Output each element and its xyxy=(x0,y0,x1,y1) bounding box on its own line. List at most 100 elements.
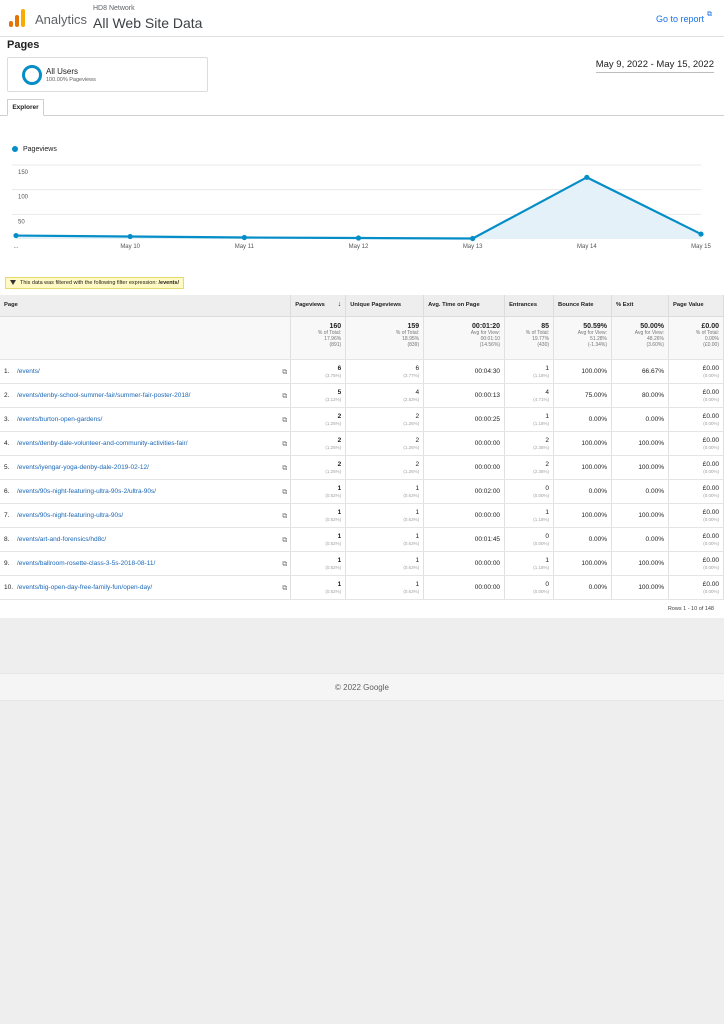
metric-value: 1 xyxy=(545,556,550,564)
segment-chip[interactable]: All Users 100.00% Pageviews xyxy=(7,57,208,92)
filter-expression: /events/ xyxy=(158,280,179,286)
metric-value: 6 xyxy=(337,364,342,372)
app-header: Analytics HD8 Network All Web Site Data … xyxy=(0,0,724,37)
total-detail: 48.26% xyxy=(647,335,664,342)
open-page-icon[interactable]: ⧉ xyxy=(282,464,288,472)
metric-value: 0 xyxy=(545,532,550,540)
metric-value: £0.00 xyxy=(702,484,719,492)
open-page-icon[interactable]: ⧉ xyxy=(282,392,288,400)
metric-value: £0.00 xyxy=(702,532,719,540)
metric-value: 1 xyxy=(415,580,420,588)
open-page-icon[interactable]: ⧉ xyxy=(282,488,288,496)
page-link[interactable]: /events/art-and-forensics/hd8c/ xyxy=(17,535,107,543)
brand-name: Analytics xyxy=(35,12,88,27)
total-cell: 50.59% Avg for View: 51.28% (-1.34%) xyxy=(553,316,613,360)
metric-value: 00:00:00 xyxy=(474,439,501,447)
total-cell: 00:01:20 Avg for View: 00:01:10 (14.56%) xyxy=(423,316,506,360)
metric-percent: (0.00%) xyxy=(533,588,550,594)
page-link[interactable]: /events/denby-school-summer-fair/summer-… xyxy=(17,391,191,399)
metric-value: 100.00% xyxy=(638,559,664,567)
metric-cell: 100.00% xyxy=(553,503,613,528)
row-index: 8. xyxy=(4,535,10,543)
column-header-4[interactable]: Entrances xyxy=(504,295,555,317)
page-cell: 6. /events/90s-night-featuring-ultra-90s-… xyxy=(0,479,292,504)
y-tick-label: 50 xyxy=(18,219,25,225)
column-header-7[interactable]: Page Value xyxy=(668,295,724,317)
open-page-icon[interactable]: ⧉ xyxy=(282,512,288,520)
page-link[interactable]: /events/90s-night-featuring-ultra-90s-2/… xyxy=(17,487,157,495)
metric-cell: £0.00 (0.00%) xyxy=(668,455,724,480)
metric-cell: 1 (0.62%) xyxy=(290,503,347,528)
totals-label-cell xyxy=(0,316,292,360)
total-cell: 50.00% Avg for View: 48.26% (3.60%) xyxy=(611,316,669,360)
open-page-icon[interactable]: ⧉ xyxy=(282,368,288,376)
metric-cell: £0.00 (0.00%) xyxy=(668,527,724,552)
open-page-icon[interactable]: ⧉ xyxy=(282,416,288,424)
page-link[interactable]: /events/90s-night-featuring-ultra-90s/ xyxy=(17,511,124,519)
date-range-picker[interactable]: May 9, 2022 - May 15, 2022 xyxy=(595,59,714,73)
metric-value: 00:00:00 xyxy=(474,511,501,519)
page-cell: 5. /events/iyengar-yoga-denby-dale-2019-0… xyxy=(0,455,292,480)
metric-percent: (1.18%) xyxy=(533,372,550,378)
metric-value: 0.00% xyxy=(645,415,664,423)
metric-value: 100.00% xyxy=(638,583,664,591)
metric-percent: (0.00%) xyxy=(703,588,719,594)
metric-cell: 1 (0.63%) xyxy=(345,575,425,600)
page-link[interactable]: /events/burton-open-gardens/ xyxy=(17,415,103,423)
metric-value: 0.00% xyxy=(645,535,664,543)
metric-value: 2 xyxy=(415,460,420,468)
metric-cell: 6 (3.75%) xyxy=(290,359,347,384)
metric-cell: 100.00% xyxy=(553,551,613,576)
total-detail: 00:01:10 xyxy=(480,335,501,342)
column-header-5[interactable]: Bounce Rate xyxy=(553,295,613,317)
metric-value: £0.00 xyxy=(702,556,719,564)
open-page-icon[interactable]: ⧉ xyxy=(282,584,288,592)
open-page-icon[interactable]: ⧉ xyxy=(282,440,288,448)
metric-value: 2 xyxy=(545,460,550,468)
table-row: 1./events/⧉ 6 (3.75%) 6 (3.77%) 00:04:30 1 (1.1… xyxy=(0,359,724,384)
page-cell: 7. /events/90s-night-featuring-ultra-90s/… xyxy=(0,503,292,528)
column-header-6[interactable]: % Exit xyxy=(611,295,669,317)
metric-percent: (0.00%) xyxy=(703,516,719,522)
metric-cell: 00:00:00 xyxy=(423,503,506,528)
total-detail: 0.00% xyxy=(704,335,719,342)
column-header-2[interactable]: Unique Pageviews xyxy=(345,295,425,317)
column-header-3[interactable]: Avg. Time on Page xyxy=(423,295,506,317)
metric-value: 1 xyxy=(545,364,550,372)
legend-label: Pageviews xyxy=(23,146,57,153)
metric-cell: 00:00:00 xyxy=(423,551,506,576)
tab-explorer[interactable]: Explorer xyxy=(7,99,44,116)
open-page-icon[interactable]: ⧉ xyxy=(282,560,288,568)
table-row: 3./events/burton-open-gardens/⧉ 2 (1.25%) 2… xyxy=(0,407,724,432)
page-link[interactable]: /events/ xyxy=(17,367,40,375)
metric-cell: 1 (0.63%) xyxy=(345,551,425,576)
property-name[interactable]: All Web Site Data xyxy=(93,15,203,31)
row-index: 6. xyxy=(4,487,10,495)
page-link[interactable]: /events/big-open-day-free-family-fun/ope… xyxy=(17,583,153,591)
metric-value: 1 xyxy=(337,484,342,492)
total-detail: (891) xyxy=(329,341,342,348)
metric-cell: 00:00:00 xyxy=(423,431,506,456)
column-header-1[interactable]: Pageviews ↓ xyxy=(290,295,347,317)
metric-cell: 00:04:30 xyxy=(423,359,506,384)
sort-desc-icon[interactable]: ↓ xyxy=(337,301,342,308)
go-to-report-link[interactable]: Go to report xyxy=(655,14,704,24)
metric-value: 100.00% xyxy=(581,559,608,567)
data-point xyxy=(13,232,19,239)
metric-percent: (1.18%) xyxy=(533,420,550,426)
open-page-icon[interactable]: ⧉ xyxy=(282,536,288,544)
total-cell: 160% of Total: 17.96% (891) xyxy=(290,316,347,360)
external-link-icon[interactable]: ⧉ xyxy=(707,11,712,18)
metric-cell: 2 (1.26%) xyxy=(345,431,425,456)
table-header-row: Page Pageviews ↓ Unique Pageviews Avg. Time … xyxy=(0,295,724,317)
page-link[interactable]: /events/ballroom-rosette-class-3-5s-2018… xyxy=(17,559,156,567)
page-link[interactable]: /events/denby-dale-volunteer-and-communi… xyxy=(17,439,188,447)
pageviews-chart: 150 100 50... May 10 May 11 May 12 May 13 May 1… xyxy=(12,164,711,250)
page-link[interactable]: /events/iyengar-yoga-denby-dale-2019-02-… xyxy=(17,463,149,471)
metric-value: 00:00:25 xyxy=(474,415,501,423)
x-tick-label: May 14 xyxy=(577,244,597,250)
column-header-0[interactable]: Page xyxy=(0,295,292,317)
metric-percent: (0.63%) xyxy=(403,564,420,570)
footer-copyright: © 2022 Google xyxy=(0,673,724,701)
metric-cell: £0.00 (0.00%) xyxy=(668,407,724,432)
